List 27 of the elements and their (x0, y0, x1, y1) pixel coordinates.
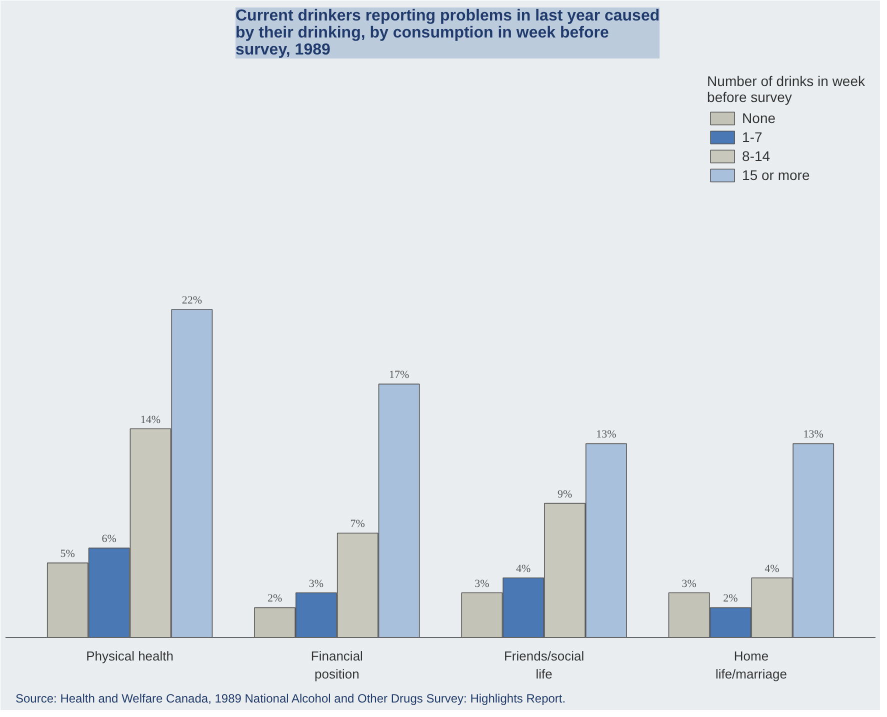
data-label: 3% (474, 578, 490, 590)
data-label: 3% (308, 578, 324, 590)
chart-title: Current drinkers reporting problems in last year caused by their drinking, by consumption in week before survey, 1989 (236, 8, 660, 58)
data-label: 3% (682, 578, 696, 590)
legend-label: 15 or more (742, 167, 810, 183)
data-label: 13% (596, 428, 616, 441)
data-label: 7% (350, 518, 365, 530)
data-label: 5% (60, 548, 75, 560)
x-tick-label: Home life/marriage (715, 648, 787, 682)
legend-title: Number of drinks in week before survey (707, 73, 865, 105)
data-label: 9% (557, 488, 572, 500)
legend-label: None (742, 110, 776, 126)
legend-label: 1-7 (742, 129, 762, 145)
legend-label: 8-14 (742, 148, 770, 164)
data-label: 17% (388, 369, 410, 382)
data-label: 22% (182, 294, 202, 306)
data-label: 14% (140, 414, 161, 426)
data-label: 4% (516, 562, 531, 575)
data-label: 2% (267, 592, 282, 605)
x-tick-label: Physical health (86, 648, 174, 664)
source-note: Source: Health and Welfare Canada, 1989 National Alcohol and Other Drugs Survey: Highlights Report. (16, 692, 566, 706)
x-tick-label: Financial position (310, 648, 364, 682)
data-label: 13% (803, 428, 824, 441)
data-label: 4% (764, 562, 780, 575)
x-tick-label: Friends/social life (504, 648, 584, 682)
data-label: 6% (102, 533, 116, 546)
data-label: 2% (723, 592, 738, 605)
